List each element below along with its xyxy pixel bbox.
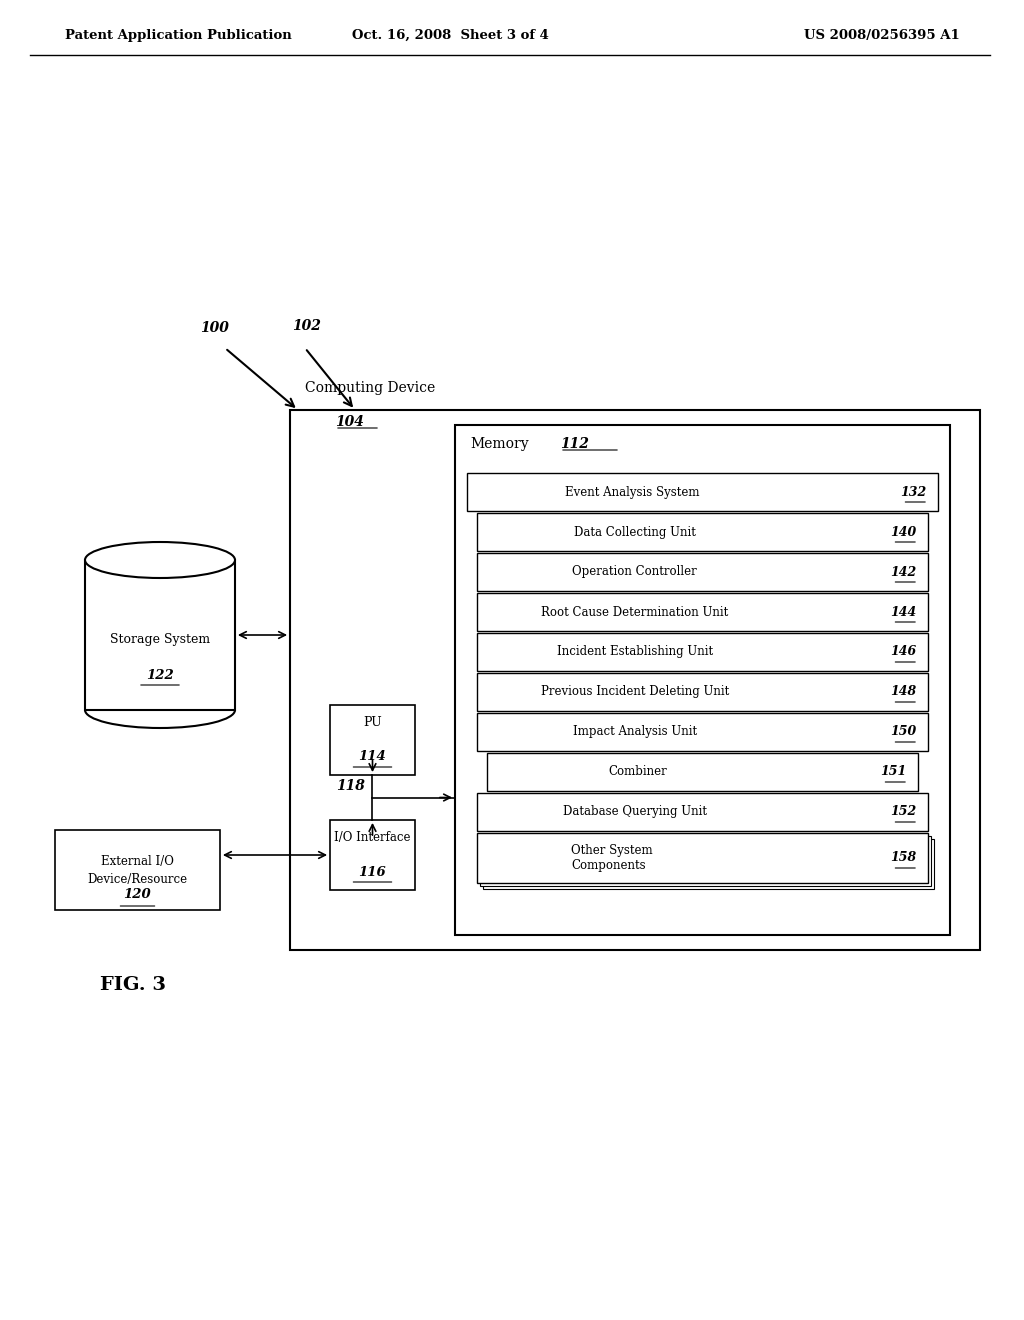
- FancyBboxPatch shape: [477, 673, 928, 711]
- Text: 112: 112: [560, 437, 589, 451]
- FancyBboxPatch shape: [480, 836, 931, 886]
- FancyBboxPatch shape: [477, 713, 928, 751]
- FancyBboxPatch shape: [330, 705, 415, 775]
- Text: 100: 100: [200, 321, 229, 335]
- Text: Other System
Components: Other System Components: [571, 843, 653, 873]
- Text: 118: 118: [336, 780, 365, 793]
- Text: 122: 122: [146, 668, 174, 681]
- Text: PU: PU: [364, 717, 382, 730]
- Text: 142: 142: [890, 565, 916, 578]
- FancyBboxPatch shape: [467, 473, 938, 511]
- FancyBboxPatch shape: [477, 513, 928, 550]
- Text: 104: 104: [335, 414, 364, 429]
- FancyBboxPatch shape: [477, 793, 928, 832]
- Text: Combiner: Combiner: [608, 766, 668, 779]
- Text: US 2008/0256395 A1: US 2008/0256395 A1: [804, 29, 961, 41]
- Text: 120: 120: [124, 888, 152, 902]
- Text: Database Querying Unit: Database Querying Unit: [563, 805, 707, 818]
- Text: Computing Device: Computing Device: [305, 381, 435, 395]
- FancyBboxPatch shape: [477, 553, 928, 591]
- FancyBboxPatch shape: [487, 752, 918, 791]
- Text: 102: 102: [292, 319, 321, 333]
- Text: I/O Interface: I/O Interface: [334, 832, 411, 845]
- Text: 116: 116: [358, 866, 386, 879]
- FancyBboxPatch shape: [477, 593, 928, 631]
- Text: 151: 151: [880, 766, 906, 779]
- Text: 148: 148: [890, 685, 916, 698]
- Text: Oct. 16, 2008  Sheet 3 of 4: Oct. 16, 2008 Sheet 3 of 4: [351, 29, 549, 41]
- Text: Data Collecting Unit: Data Collecting Unit: [573, 525, 695, 539]
- Text: Incident Establishing Unit: Incident Establishing Unit: [557, 645, 713, 659]
- Text: 158: 158: [890, 851, 916, 865]
- Text: Storage System: Storage System: [110, 634, 210, 647]
- Text: Device/Resource: Device/Resource: [87, 874, 187, 887]
- FancyBboxPatch shape: [330, 820, 415, 890]
- FancyBboxPatch shape: [477, 833, 928, 883]
- Text: Impact Analysis Unit: Impact Analysis Unit: [572, 726, 697, 738]
- Text: Root Cause Determination Unit: Root Cause Determination Unit: [542, 606, 728, 619]
- Text: External I/O: External I/O: [101, 855, 174, 869]
- Ellipse shape: [85, 543, 234, 578]
- Text: 152: 152: [890, 805, 916, 818]
- Text: Memory: Memory: [470, 437, 528, 451]
- FancyBboxPatch shape: [55, 830, 220, 909]
- Text: 144: 144: [890, 606, 916, 619]
- FancyBboxPatch shape: [483, 840, 934, 888]
- FancyBboxPatch shape: [477, 634, 928, 671]
- Text: 140: 140: [890, 525, 916, 539]
- Text: 132: 132: [900, 486, 926, 499]
- Text: Operation Controller: Operation Controller: [572, 565, 697, 578]
- Text: FIG. 3: FIG. 3: [100, 975, 166, 994]
- Polygon shape: [85, 560, 234, 710]
- Text: Event Analysis System: Event Analysis System: [564, 486, 699, 499]
- Text: Patent Application Publication: Patent Application Publication: [65, 29, 292, 41]
- Text: Previous Incident Deleting Unit: Previous Incident Deleting Unit: [541, 685, 729, 698]
- FancyBboxPatch shape: [455, 425, 950, 935]
- Text: 150: 150: [890, 726, 916, 738]
- FancyBboxPatch shape: [290, 411, 980, 950]
- Text: 114: 114: [358, 751, 386, 763]
- Text: 146: 146: [890, 645, 916, 659]
